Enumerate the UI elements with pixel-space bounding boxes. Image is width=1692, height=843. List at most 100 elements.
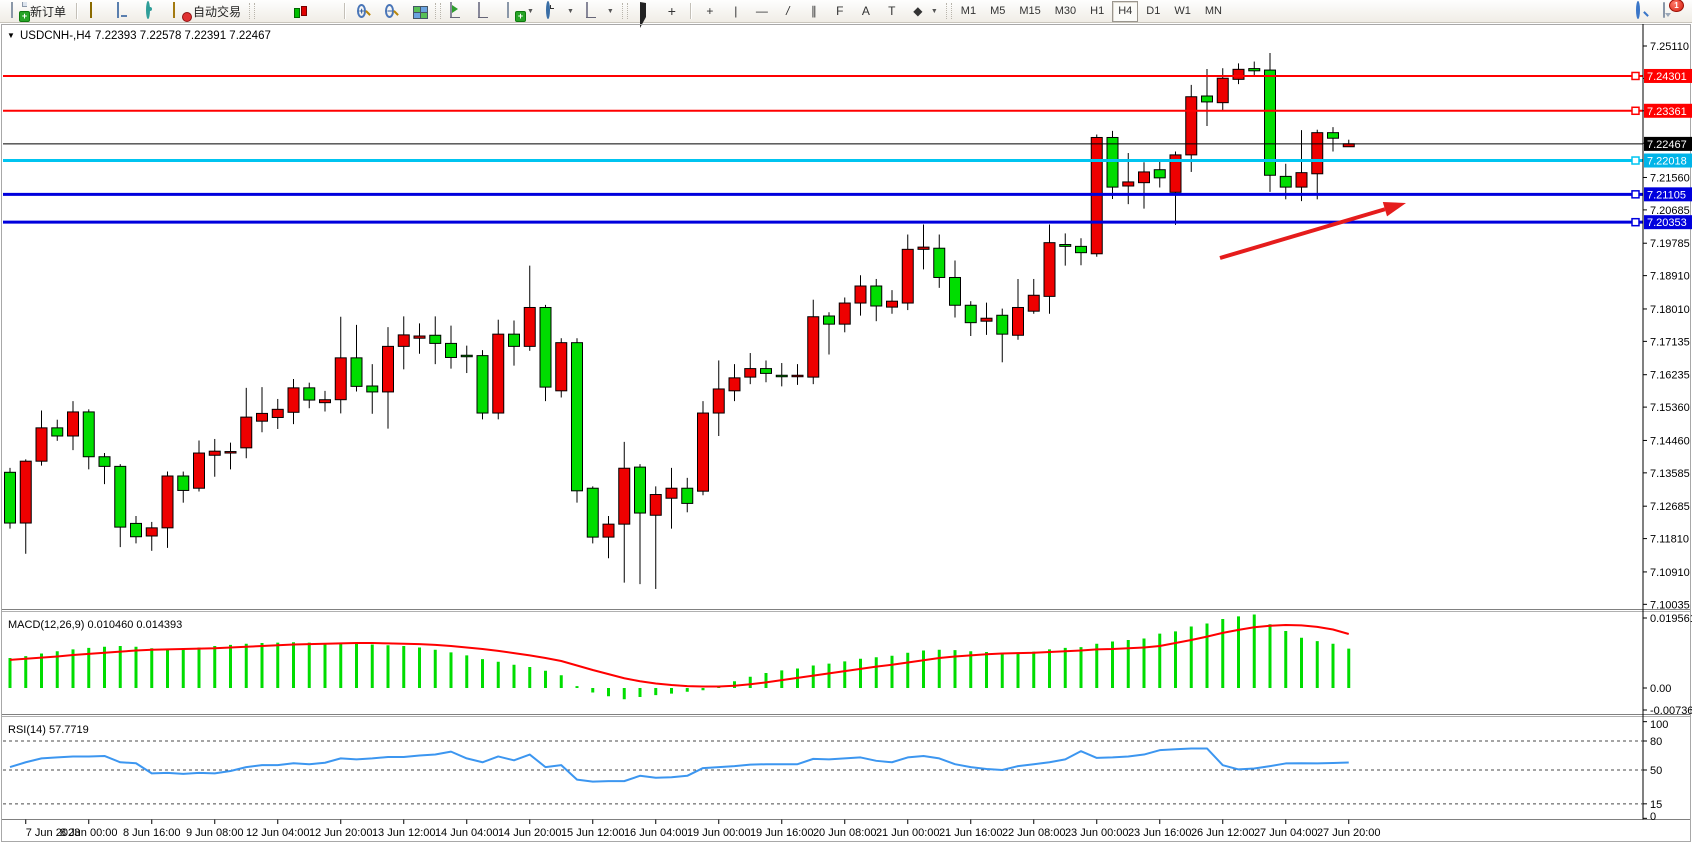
periods-button[interactable]: ▼: [540, 0, 579, 22]
rsi-label: RSI(14) 57.7719: [8, 724, 89, 736]
candlestick-chart-icon: [293, 5, 308, 18]
timeframe-button-M15[interactable]: M15: [1019, 5, 1041, 17]
line-anchor-handle[interactable]: [1631, 190, 1640, 199]
auto-trading-button[interactable]: 自动交易: [167, 0, 246, 22]
price-tick-label: 7.20685: [1650, 205, 1690, 217]
bar-chart-button[interactable]: [258, 0, 285, 22]
candle-body-up: [413, 335, 426, 339]
candle-body-down: [1106, 136, 1119, 188]
timeframe-button-D1[interactable]: D1: [1146, 5, 1161, 17]
timeframe-button-M30[interactable]: M30: [1054, 5, 1077, 17]
tile-windows-button[interactable]: [407, 0, 432, 22]
line-anchor-handle[interactable]: [1631, 156, 1640, 165]
time-tick-label: 12 Jun 04:00: [246, 827, 310, 839]
line-anchor-handle[interactable]: [1631, 217, 1640, 227]
strategy-tester-button[interactable]: [444, 0, 471, 22]
price-tick-label: 7.10035: [1650, 599, 1690, 611]
candle-body-down: [98, 456, 111, 467]
shapes-tool-button[interactable]: ◆ ▼: [905, 0, 943, 22]
signals-button[interactable]: [139, 0, 166, 22]
templates-button[interactable]: ▼: [580, 0, 619, 22]
candle-body-down: [586, 487, 599, 538]
price-chart[interactable]: ▼ USDCNH-,H4 7.22393 7.22578 7.22391 7.2…: [0, 23, 1692, 843]
price-tick-label: 7.18010: [1650, 304, 1690, 316]
timeframe-button-H4[interactable]: H4: [1112, 0, 1139, 22]
price-tick-label: 7.18910: [1650, 271, 1690, 283]
candle-body-up: [980, 317, 993, 322]
new-order-button[interactable]: + 新订单: [4, 0, 71, 22]
search-icon: [1636, 1, 1640, 19]
cursor-tool-button[interactable]: [631, 0, 658, 28]
candle-body-up: [1138, 171, 1150, 184]
equidistant-channel-tool-button[interactable]: ∥: [801, 0, 827, 22]
crosshair-tool-button[interactable]: +: [697, 0, 723, 22]
macd-panel: [8, 614, 1647, 711]
depth-of-market-button[interactable]: [472, 0, 499, 22]
time-tick-label: 23 Jun 00:00: [1065, 827, 1129, 839]
zoom-in-icon: +: [357, 4, 367, 18]
crosshair-tool-button[interactable]: +: [659, 0, 685, 22]
rsi-axis-label: 50: [1650, 765, 1662, 777]
collapse-icon[interactable]: ▼: [7, 31, 15, 40]
price-badge: [1644, 187, 1692, 202]
candle-body-up: [1295, 172, 1308, 188]
price-tick-label: 7.12685: [1650, 501, 1690, 513]
text-label-tool-icon: T: [888, 4, 896, 18]
candle-body-up: [161, 475, 174, 529]
timeframe-button-M5[interactable]: M5: [990, 5, 1006, 17]
trend-arrow-head[interactable]: [1382, 202, 1406, 217]
time-tick-label: 27 Jun 04:00: [1254, 827, 1318, 839]
candle-body-down: [114, 465, 127, 528]
trend-arrow-shaft[interactable]: [1219, 207, 1386, 260]
trendline-tool-button[interactable]: /: [775, 0, 801, 22]
candle-body-up: [807, 316, 820, 378]
timeframe-button-H1[interactable]: H1: [1090, 5, 1105, 17]
candle-body-up: [287, 387, 300, 413]
chart-window-button[interactable]: [83, 0, 110, 22]
price-tick-label: 7.10910: [1650, 567, 1690, 579]
vertical-line-tool-button[interactable]: |: [723, 0, 749, 22]
chart-area[interactable]: ▼ USDCNH-,H4 7.22393 7.22578 7.22391 7.2…: [0, 23, 1692, 843]
line-anchor-handle[interactable]: [1631, 71, 1640, 81]
timeframe-button-W1[interactable]: W1: [1174, 5, 1191, 17]
fibonacci-tool-button[interactable]: F: [827, 0, 853, 22]
zoom-in-button[interactable]: +: [351, 0, 378, 22]
indicators-button[interactable]: + ▼: [500, 0, 539, 22]
candle-body-down: [1059, 244, 1072, 247]
toolbar-grip: [435, 3, 442, 19]
line-chart-button[interactable]: [312, 0, 339, 22]
price-badge: [1644, 68, 1692, 83]
line-anchor-handle[interactable]: [1631, 106, 1640, 116]
candle-body-down: [82, 411, 95, 458]
depth-of-market-icon: [478, 2, 489, 18]
candlestick-chart-button[interactable]: [286, 0, 311, 22]
candle-body-down: [760, 368, 772, 374]
time-tick-label: 23 Jun 16:00: [1128, 827, 1192, 839]
time-tick-label: 12 Jun 20:00: [309, 827, 373, 839]
timeframe-button-MN[interactable]: MN: [1204, 5, 1222, 17]
candle-body-down: [476, 355, 489, 414]
candle-body-up: [1232, 68, 1245, 80]
candle-body-up: [555, 342, 568, 392]
new-order-label: 新订单: [30, 4, 67, 19]
search-button[interactable]: [1629, 0, 1656, 22]
price-badge-label: 7.23361: [1647, 106, 1687, 118]
horizontal-line-tool-button[interactable]: —: [749, 0, 775, 22]
notification-badge: 1: [1669, 0, 1684, 12]
price-badge: [1644, 136, 1692, 151]
new-order-icon: [11, 2, 27, 18]
timeframe-button-M1[interactable]: M1: [960, 5, 977, 17]
time-tick-label: 19 Jun 16:00: [750, 827, 814, 839]
vertical-line-tool-icon: |: [734, 4, 738, 18]
candle-body-up: [854, 285, 867, 304]
market-watch-button[interactable]: [111, 0, 138, 22]
zoom-out-icon: −: [385, 4, 395, 18]
candle-body-down: [949, 276, 961, 306]
text-tool-button[interactable]: A: [853, 0, 879, 22]
time-tick-label: 7 Jun 2023: [26, 827, 80, 839]
strategy-tester-icon: [450, 2, 461, 18]
text-label-tool-button[interactable]: T: [879, 0, 905, 22]
candle-body-up: [886, 300, 898, 308]
zoom-out-button[interactable]: −: [379, 0, 406, 22]
notifications-button[interactable]: 1: [1657, 0, 1684, 22]
